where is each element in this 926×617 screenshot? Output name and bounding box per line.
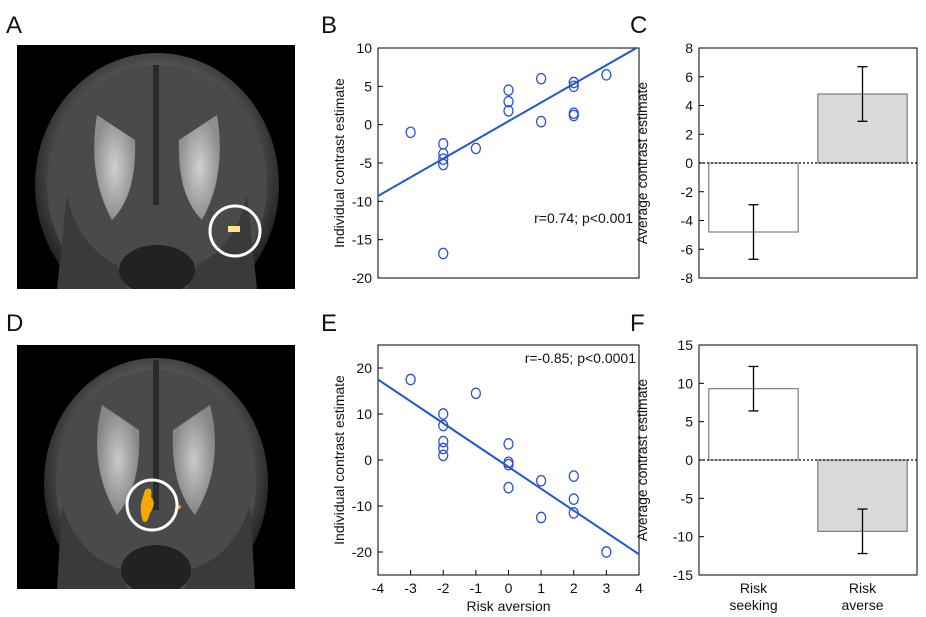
data-point <box>568 493 579 505</box>
data-point <box>438 408 449 420</box>
activation-blob <box>140 488 154 522</box>
data-point <box>568 470 579 482</box>
x-tick-label: 3 <box>602 580 610 596</box>
data-point <box>438 158 449 171</box>
data-point <box>405 373 416 386</box>
category-label: seeking <box>729 597 777 613</box>
data-point <box>503 458 514 471</box>
y-tick-label: 8 <box>685 40 693 56</box>
y-tick-label: -10 <box>352 498 372 514</box>
x-tick-label: -2 <box>437 580 450 596</box>
data-point <box>568 107 579 120</box>
y-tick-label: 0 <box>685 452 693 468</box>
data-point <box>568 507 579 519</box>
x-tick-label: -3 <box>404 580 417 596</box>
y-tick-label: -6 <box>681 241 694 257</box>
y-tick-label: 0 <box>685 155 693 171</box>
y-tick-label: -10 <box>352 193 372 209</box>
y-axis-label: Average contrast estimate <box>634 379 650 542</box>
correlation-annotation: r=-0.85; p<0.0001 <box>525 350 637 366</box>
x-tick-label: 2 <box>570 580 578 596</box>
highlight-circle <box>208 204 262 258</box>
y-tick-label: 2 <box>685 126 693 142</box>
y-tick-label: 15 <box>677 337 693 353</box>
data-point <box>438 435 449 448</box>
data-point <box>503 481 514 494</box>
data-point <box>470 387 482 400</box>
y-tick-label: -15 <box>352 232 372 248</box>
brain-image-d <box>17 345 295 589</box>
data-point <box>503 84 514 97</box>
data-point <box>470 142 482 155</box>
panel-label-c: C <box>630 12 648 39</box>
y-tick-label: 0 <box>364 117 372 133</box>
panel-label-a: A <box>6 12 23 39</box>
data-point <box>405 126 416 139</box>
x-axis-label: Risk aversion <box>466 598 550 614</box>
y-tick-label: -10 <box>673 529 693 545</box>
y-axis-label: Average contrast estimate <box>634 82 650 245</box>
data-point <box>535 115 547 128</box>
data-point <box>535 72 547 85</box>
correlation-annotation: r=0.74; p<0.001 <box>534 210 633 226</box>
data-point <box>438 419 449 432</box>
highlight-circle <box>125 478 179 532</box>
panel-label-e: E <box>321 310 338 337</box>
x-tick-label: 4 <box>635 580 643 596</box>
y-tick-label: 5 <box>685 414 693 430</box>
y-tick-label: 10 <box>677 375 693 391</box>
data-point <box>601 68 612 81</box>
y-axis-label: Individual contrast estimate <box>331 375 347 545</box>
category-label: Risk <box>740 580 768 596</box>
x-tick-label: -4 <box>372 580 385 596</box>
data-point <box>535 511 547 524</box>
y-tick-label: 0 <box>364 452 372 468</box>
y-axis-label: Individual contrast estimate <box>331 78 347 248</box>
category-label: Risk <box>849 580 877 596</box>
data-point <box>568 76 579 89</box>
panel-label-d: D <box>6 310 24 337</box>
brain-image-a <box>17 45 295 289</box>
data-point <box>568 80 579 93</box>
data-point <box>438 137 449 150</box>
x-tick-label: 1 <box>537 580 545 596</box>
scatter-0-frame <box>377 47 640 279</box>
y-tick-label: -5 <box>681 490 694 506</box>
y-tick-label: 6 <box>685 69 693 85</box>
data-point <box>503 438 514 450</box>
panel-label-f: F <box>630 310 645 337</box>
y-tick-label: -20 <box>352 270 372 286</box>
x-tick-label: -1 <box>470 580 483 596</box>
y-tick-label: 20 <box>356 360 372 376</box>
y-tick-label: 10 <box>356 40 372 56</box>
y-tick-label: -4 <box>681 213 694 229</box>
data-point <box>438 442 449 455</box>
data-point <box>568 109 579 122</box>
x-tick-label: 0 <box>505 580 513 596</box>
data-point <box>503 95 514 108</box>
data-point <box>438 247 449 260</box>
y-tick-label: -15 <box>673 567 693 583</box>
data-point <box>601 546 612 558</box>
y-tick-label: 10 <box>356 406 372 422</box>
y-tick-label: -5 <box>360 155 373 171</box>
y-tick-label: -8 <box>681 270 694 286</box>
y-tick-label: -20 <box>352 544 372 560</box>
data-point <box>503 105 514 117</box>
regression-line <box>378 48 639 197</box>
data-point <box>438 449 449 462</box>
y-tick-label: -2 <box>681 184 694 200</box>
category-label: averse <box>841 597 883 613</box>
data-point <box>535 474 547 487</box>
y-tick-label: 4 <box>685 98 693 114</box>
activation-blob <box>228 226 240 232</box>
y-tick-label: 5 <box>364 78 372 94</box>
data-point <box>438 153 449 166</box>
panel-label-b: B <box>321 12 338 39</box>
